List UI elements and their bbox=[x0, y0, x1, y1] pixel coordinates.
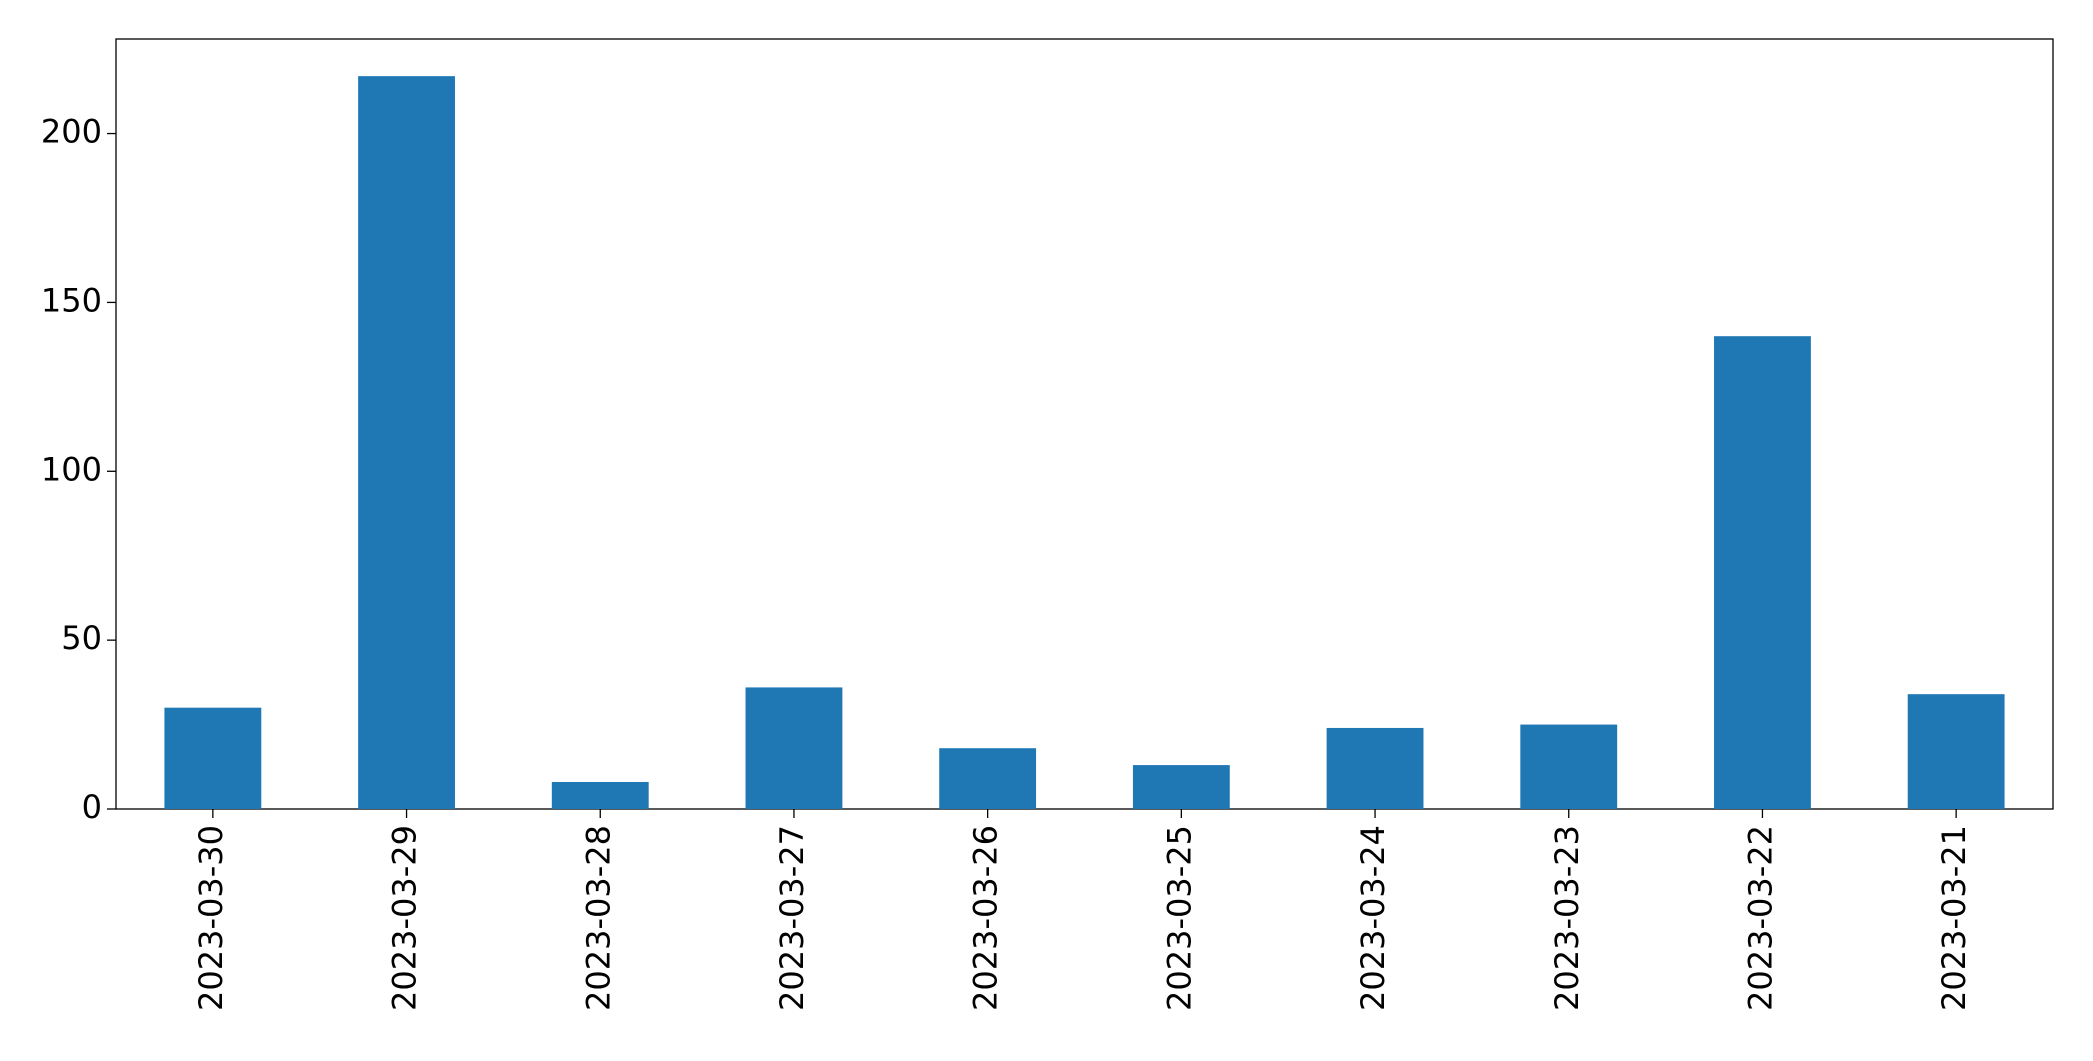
x-tick-label: 2023-03-23 bbox=[1548, 825, 1586, 1011]
x-tick-label: 2023-03-29 bbox=[386, 825, 424, 1011]
y-tick-label: 100 bbox=[41, 450, 102, 488]
x-tick-label: 2023-03-21 bbox=[1935, 825, 1973, 1011]
y-tick-label: 50 bbox=[61, 619, 102, 657]
bar bbox=[745, 687, 843, 809]
y-tick-label: 0 bbox=[82, 788, 102, 826]
bar bbox=[939, 748, 1037, 809]
bar bbox=[164, 707, 262, 809]
bar bbox=[1907, 694, 2005, 809]
bar bbox=[1132, 765, 1230, 809]
y-tick-label: 150 bbox=[41, 281, 102, 319]
x-tick-label: 2023-03-24 bbox=[1354, 825, 1392, 1011]
y-tick-label: 200 bbox=[41, 113, 102, 151]
bar bbox=[551, 781, 649, 809]
bar bbox=[1326, 727, 1424, 809]
x-tick-label: 2023-03-22 bbox=[1741, 825, 1779, 1011]
x-tick-label: 2023-03-28 bbox=[579, 825, 617, 1011]
plot-frame bbox=[115, 38, 2054, 810]
x-tick-label: 2023-03-27 bbox=[773, 825, 811, 1011]
x-tick-label: 2023-03-30 bbox=[192, 825, 230, 1011]
bar bbox=[1520, 724, 1618, 809]
bar bbox=[358, 76, 455, 810]
x-tick-label: 2023-03-26 bbox=[967, 825, 1005, 1011]
x-tick-label: 2023-03-25 bbox=[1160, 825, 1198, 1011]
bar bbox=[1714, 336, 1811, 809]
